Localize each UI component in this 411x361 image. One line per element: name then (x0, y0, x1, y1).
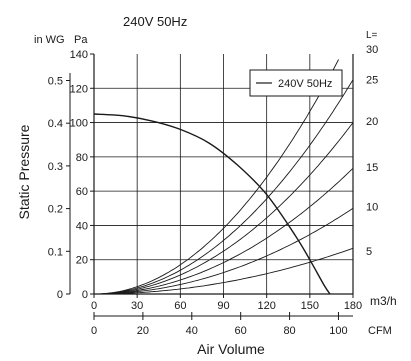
x-tick-label: 30 (131, 300, 143, 312)
chart-title: 240V 50Hz (123, 14, 187, 29)
x2-tick-label: 40 (186, 325, 198, 337)
curve-end-label: 5 (366, 246, 372, 258)
fan-curve-line (93, 113, 331, 295)
system-curve-line (94, 167, 354, 295)
legend: 240V 50Hz (249, 69, 343, 97)
x2-tick-label: 80 (283, 325, 295, 337)
x2-tick-label: 100 (329, 325, 347, 337)
y2-tick-label: 0.1 (48, 246, 63, 258)
curve-end-label: 30 (366, 44, 378, 56)
curve-end-label: 10 (366, 202, 378, 214)
x2-unit-label: CFM (368, 325, 392, 337)
y-tick-label: 100 (70, 118, 88, 130)
y-tick-label: 120 (70, 83, 88, 95)
x2-tick-label: 0 (91, 325, 97, 337)
fan-curve-group (93, 113, 331, 295)
curve-end-label: 15 (366, 162, 378, 174)
x-tick-label: 60 (174, 300, 186, 312)
y-tick-label: 140 (70, 49, 88, 61)
legend-label: 240V 50Hz (278, 78, 332, 90)
y-tick-label: 80 (76, 152, 88, 164)
curve-end-label: 25 (366, 75, 378, 87)
system-curve-line (94, 59, 339, 295)
curve-labels: 30 25 20 15 10 5 (366, 44, 378, 258)
system-curve-line (94, 207, 354, 295)
x-tick-label: 90 (217, 300, 229, 312)
x-axis-title: Air Volume (197, 341, 265, 357)
x2-tick-label: 20 (137, 325, 149, 337)
x-tick-label: 0 (91, 300, 97, 312)
system-curve-line (94, 79, 354, 295)
x-tick-label: 150 (301, 300, 319, 312)
x-unit-label: m3/h (370, 294, 397, 308)
curve-end-label: 20 (366, 116, 378, 128)
y2-tick-label: 0.5 (48, 75, 63, 87)
y2-tick-label: 0.3 (48, 161, 63, 173)
x2-tick-label: 60 (235, 325, 247, 337)
x-tick-label: 120 (257, 300, 275, 312)
y2-tick-label: 0 (57, 289, 63, 301)
y-tick-label: 40 (76, 220, 88, 232)
y-unit-label: Pa (74, 34, 88, 46)
y-tick-label: 60 (76, 186, 88, 198)
system-curve-line (94, 122, 354, 295)
y-axis-title: Static Pressure (16, 124, 32, 219)
curve-parameter-label: L= (366, 30, 378, 41)
x-tick-label: 180 (344, 300, 362, 312)
y2-tick-label: 0.2 (48, 204, 63, 216)
y2-tick-label: 0.4 (48, 118, 63, 130)
y2-unit-label: in WG (34, 34, 65, 46)
system-curves (94, 59, 354, 295)
y-tick-label: 0 (82, 289, 88, 301)
tick-labels: 0 20 40 60 80 100 120 140 0 30 60 90 120 150 180 0 20 40 6… (48, 49, 362, 337)
axes (66, 53, 354, 320)
y-tick-label: 20 (76, 255, 88, 267)
system-curve-line (94, 247, 354, 295)
